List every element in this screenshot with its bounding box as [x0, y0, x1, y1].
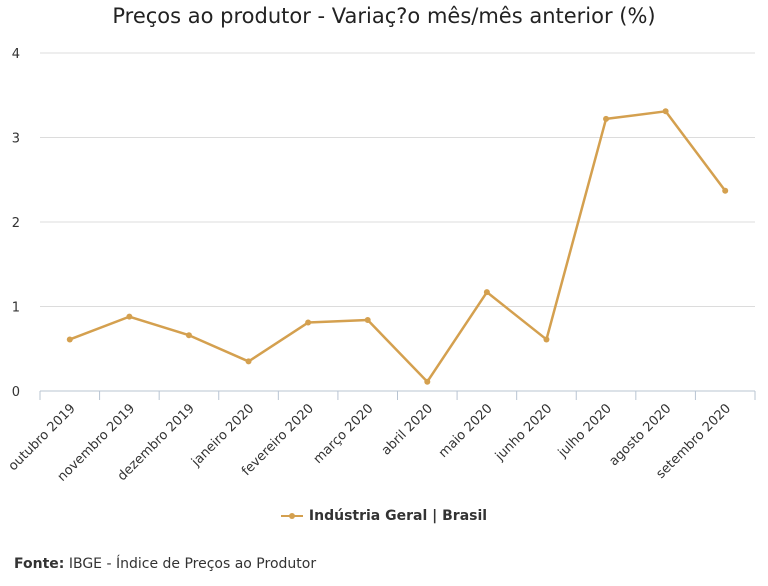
legend[interactable]: Indústria Geral | Brasil — [0, 508, 768, 524]
data-point[interactable] — [126, 313, 133, 320]
x-tick-label: março 2020 — [311, 401, 377, 467]
source-label: Fonte: — [14, 556, 65, 572]
x-tick-label: abril 2020 — [379, 401, 436, 458]
y-tick-label: 4 — [12, 47, 20, 62]
source-note: Fonte: IBGE - Índice de Preços ao Produt… — [14, 556, 316, 572]
legend-swatch — [280, 510, 303, 522]
data-point[interactable] — [305, 319, 312, 326]
x-tick-label: junho 2020 — [492, 401, 555, 464]
data-point[interactable] — [364, 317, 371, 324]
data-point[interactable] — [603, 115, 610, 122]
y-tick-labels: 0 1 2 3 4 — [12, 47, 20, 400]
legend-label: Indústria Geral | Brasil — [308, 508, 488, 524]
series-line[interactable] — [69, 110, 727, 383]
source-text: IBGE - Índice de Preços ao Produtor — [68, 556, 317, 572]
x-tick-label: maio 2020 — [436, 401, 496, 461]
y-tick-label: 0 — [12, 385, 20, 400]
data-point[interactable] — [722, 187, 729, 194]
y-tick-label: 3 — [12, 132, 20, 147]
data-point[interactable] — [543, 336, 550, 343]
x-tick-label: julho 2020 — [555, 401, 615, 461]
grid-layer — [40, 52, 755, 307]
chart-title: Preços ao produtor - Variaç?o mês/mês an… — [112, 4, 656, 28]
data-point[interactable] — [66, 336, 73, 343]
data-point[interactable] — [483, 289, 490, 296]
data-point[interactable] — [424, 378, 431, 385]
data-point[interactable] — [185, 332, 192, 339]
y-tick-label: 1 — [12, 301, 20, 316]
data-point[interactable] — [662, 108, 669, 115]
series-layer — [66, 108, 729, 385]
axis-layer — [39, 390, 756, 400]
data-point[interactable] — [245, 358, 252, 365]
y-tick-label: 2 — [12, 216, 20, 231]
